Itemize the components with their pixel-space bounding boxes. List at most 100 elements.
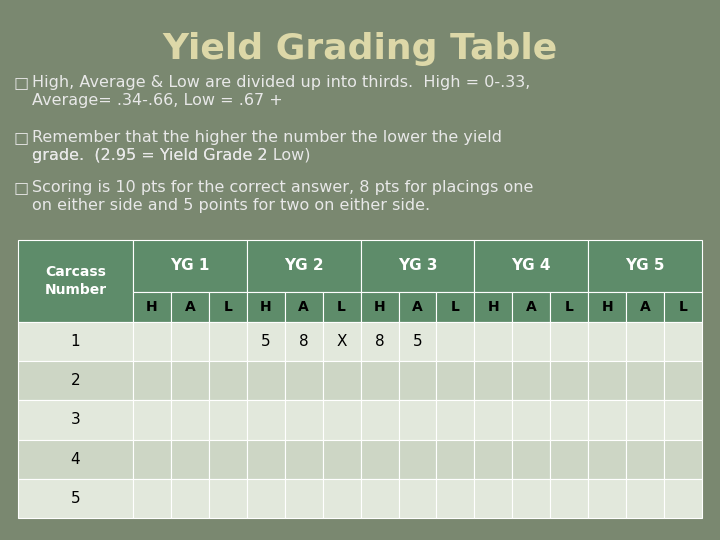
Bar: [513, 292, 550, 322]
Text: 8: 8: [374, 334, 384, 349]
Bar: [361, 479, 399, 518]
Bar: [361, 240, 474, 292]
Bar: [247, 400, 284, 440]
Bar: [474, 322, 513, 361]
Bar: [664, 440, 702, 479]
Bar: [550, 440, 588, 479]
Text: YG 4: YG 4: [511, 259, 551, 273]
Bar: [323, 292, 361, 322]
Text: on either side and 5 points for two on either side.: on either side and 5 points for two on e…: [32, 198, 430, 213]
Bar: [18, 240, 133, 322]
Text: L: L: [564, 300, 574, 314]
Bar: [209, 322, 247, 361]
Bar: [664, 400, 702, 440]
Bar: [247, 292, 284, 322]
Bar: [323, 440, 361, 479]
Text: 8: 8: [299, 334, 308, 349]
Bar: [18, 479, 133, 518]
Bar: [664, 292, 702, 322]
Bar: [209, 292, 247, 322]
Bar: [18, 400, 133, 440]
Bar: [399, 479, 436, 518]
Bar: [284, 322, 323, 361]
Bar: [247, 240, 361, 292]
Bar: [133, 292, 171, 322]
Text: High, Average & Low are divided up into thirds.  High = 0-.33,: High, Average & Low are divided up into …: [32, 75, 531, 90]
Bar: [284, 400, 323, 440]
Bar: [626, 400, 664, 440]
Bar: [133, 240, 247, 292]
Text: H: H: [374, 300, 385, 314]
Text: A: A: [412, 300, 423, 314]
Bar: [323, 361, 361, 400]
Bar: [209, 440, 247, 479]
Bar: [284, 292, 323, 322]
Text: H: H: [146, 300, 158, 314]
Text: Remember that the higher the number the lower the yield: Remember that the higher the number the …: [32, 130, 502, 145]
Bar: [209, 479, 247, 518]
Text: 5: 5: [261, 334, 271, 349]
Text: X: X: [336, 334, 347, 349]
Bar: [550, 322, 588, 361]
Bar: [513, 322, 550, 361]
Bar: [133, 322, 171, 361]
Bar: [474, 240, 588, 292]
Bar: [513, 361, 550, 400]
Text: □: □: [14, 180, 29, 195]
Bar: [626, 479, 664, 518]
Text: L: L: [337, 300, 346, 314]
Bar: [588, 440, 626, 479]
Bar: [474, 479, 513, 518]
Text: □: □: [14, 130, 29, 145]
Bar: [626, 440, 664, 479]
Bar: [361, 361, 399, 400]
Bar: [284, 361, 323, 400]
Bar: [171, 479, 209, 518]
Bar: [18, 361, 133, 400]
Bar: [133, 479, 171, 518]
Text: YG 5: YG 5: [626, 259, 665, 273]
Bar: [588, 361, 626, 400]
Text: 4: 4: [71, 451, 81, 467]
Bar: [474, 440, 513, 479]
Bar: [474, 361, 513, 400]
Text: YG 3: YG 3: [397, 259, 437, 273]
Bar: [513, 400, 550, 440]
Bar: [513, 479, 550, 518]
Bar: [626, 361, 664, 400]
Bar: [171, 440, 209, 479]
Text: L: L: [451, 300, 460, 314]
Bar: [133, 361, 171, 400]
Text: YG 2: YG 2: [284, 259, 323, 273]
Bar: [361, 322, 399, 361]
Bar: [209, 400, 247, 440]
Bar: [474, 400, 513, 440]
Bar: [436, 440, 474, 479]
Bar: [399, 400, 436, 440]
Text: L: L: [678, 300, 688, 314]
Bar: [436, 361, 474, 400]
Bar: [399, 361, 436, 400]
Bar: [550, 292, 588, 322]
Bar: [588, 400, 626, 440]
Bar: [284, 479, 323, 518]
Text: grade.  (2.95 = Yield Grade 2: grade. (2.95 = Yield Grade 2: [32, 148, 273, 163]
Bar: [323, 322, 361, 361]
Bar: [626, 292, 664, 322]
Bar: [323, 400, 361, 440]
Text: 5: 5: [71, 491, 81, 506]
Text: Average= .34-.66, Low = .67 +: Average= .34-.66, Low = .67 +: [32, 93, 283, 108]
Bar: [209, 361, 247, 400]
Bar: [171, 361, 209, 400]
Bar: [133, 440, 171, 479]
Bar: [550, 400, 588, 440]
Text: H: H: [601, 300, 613, 314]
Text: Carcass
Number: Carcass Number: [45, 265, 107, 296]
Bar: [664, 479, 702, 518]
Bar: [550, 479, 588, 518]
Bar: [550, 361, 588, 400]
Bar: [588, 292, 626, 322]
Text: 2: 2: [71, 373, 81, 388]
Bar: [588, 479, 626, 518]
Bar: [18, 322, 133, 361]
